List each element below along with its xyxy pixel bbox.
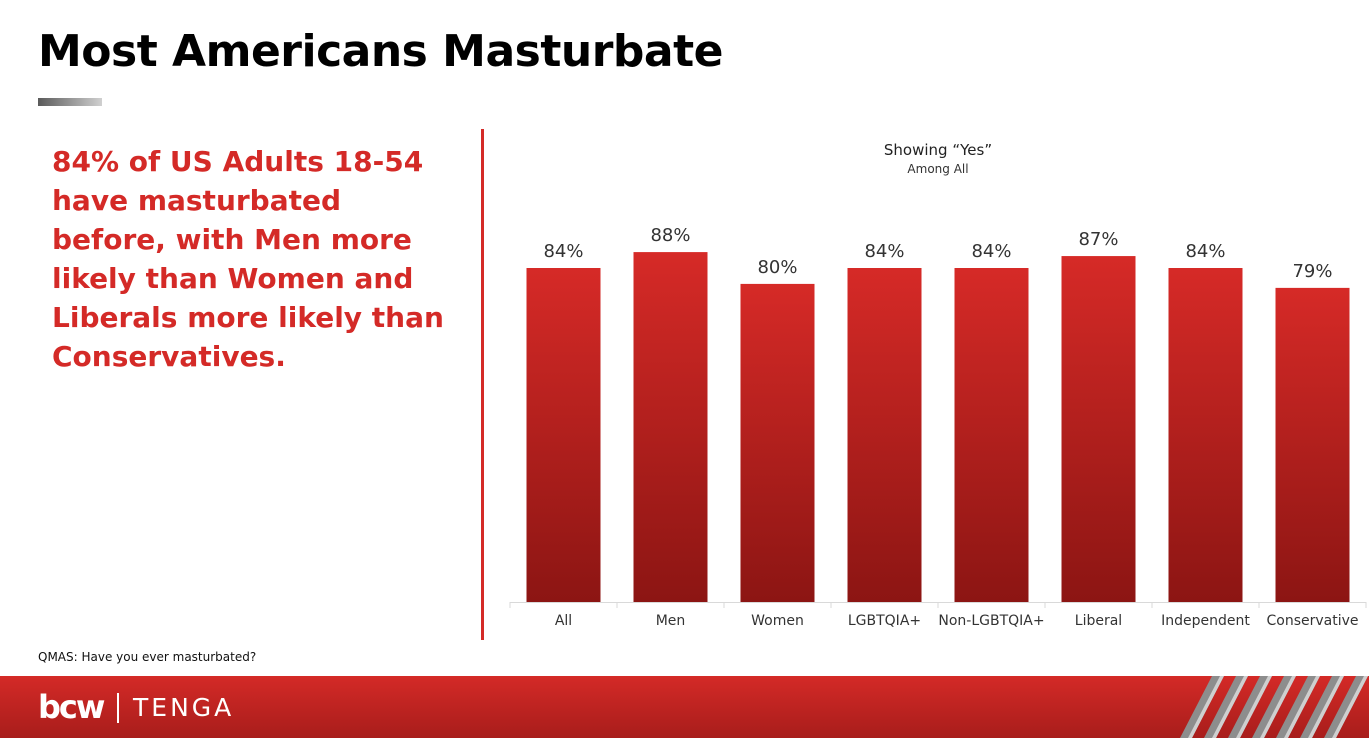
page-title: Most Americans Masturbate bbox=[38, 26, 723, 77]
chart-subtitle: Among All bbox=[907, 162, 969, 176]
category-label-5: Liberal bbox=[1075, 613, 1122, 629]
chart-title: Showing “Yes” bbox=[883, 141, 993, 159]
bar-1 bbox=[633, 252, 708, 602]
data-label-1: 88% bbox=[650, 225, 690, 246]
bar-4 bbox=[954, 268, 1029, 602]
data-label-6: 84% bbox=[1185, 241, 1225, 262]
bar-2 bbox=[740, 283, 815, 602]
category-label-1: Men bbox=[656, 613, 686, 629]
title-underline bbox=[38, 98, 102, 106]
footnote: QMAS: Have you ever masturbated? bbox=[38, 650, 257, 664]
category-label-0: All bbox=[555, 613, 572, 629]
decorative-stripes-icon bbox=[1180, 676, 1368, 738]
tenga-logo: TENGA bbox=[133, 693, 235, 722]
data-label-7: 79% bbox=[1292, 261, 1332, 282]
bar-chart: 84% All 88% Men 80% Women 84% LGBTQIA+ 84% Non-LG… bbox=[509, 225, 1367, 629]
footer-bar: bcw TENGA bbox=[0, 676, 1369, 738]
data-label-5: 87% bbox=[1078, 229, 1118, 250]
bar-0 bbox=[526, 268, 601, 602]
category-label-7: Conservative bbox=[1266, 613, 1358, 629]
data-label-0: 84% bbox=[543, 241, 583, 262]
logo-separator bbox=[117, 693, 119, 723]
category-label-4: Non-LGBTQIA+ bbox=[938, 613, 1044, 629]
bar-5 bbox=[1061, 256, 1136, 602]
bar-6 bbox=[1168, 268, 1243, 602]
data-label-4: 84% bbox=[971, 241, 1011, 262]
bar-3 bbox=[847, 268, 922, 602]
data-label-2: 80% bbox=[757, 257, 797, 278]
bar-7 bbox=[1275, 287, 1350, 602]
category-label-6: Independent bbox=[1161, 613, 1250, 629]
category-label-3: LGBTQIA+ bbox=[848, 613, 921, 629]
headline-text: 84% of US Adults 18-54 have masturbated … bbox=[52, 145, 444, 373]
data-label-3: 84% bbox=[864, 241, 904, 262]
vertical-divider bbox=[481, 129, 484, 640]
category-label-2: Women bbox=[751, 613, 804, 629]
bcw-logo: bcw bbox=[38, 688, 105, 726]
